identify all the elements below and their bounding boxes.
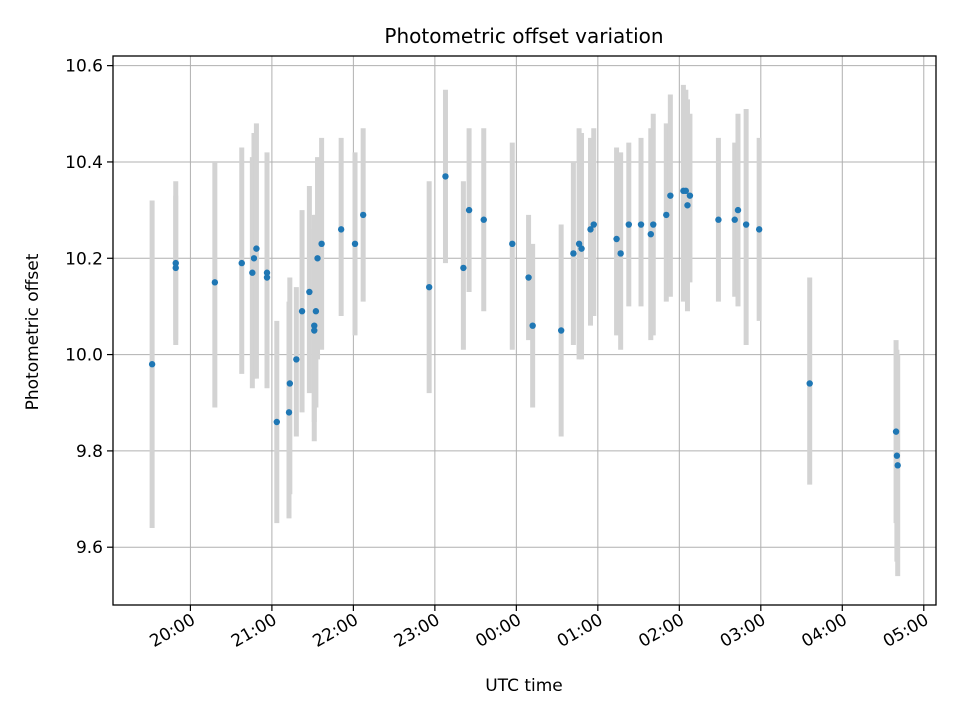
y-axis-label: Photometric offset (23, 253, 43, 410)
data-point (892, 428, 900, 435)
data-point (286, 380, 294, 387)
x-tick-label: 20:00 (146, 610, 198, 652)
data-point (273, 418, 280, 426)
data-point (894, 462, 901, 469)
errorbars (149, 84, 901, 577)
data-point (293, 356, 300, 363)
data-point (625, 221, 633, 228)
data-points (148, 173, 901, 469)
data-point (442, 173, 449, 180)
data-point (806, 380, 813, 387)
x-tick-label: 04:00 (798, 610, 850, 652)
data-point (249, 269, 256, 276)
data-point (311, 322, 318, 329)
x-tick-label: 00:00 (472, 610, 524, 652)
data-point (637, 221, 645, 228)
data-point (337, 226, 345, 233)
data-point (480, 216, 487, 223)
data-point (359, 211, 367, 219)
y-tick-label: 10.6 (65, 57, 103, 77)
data-point (318, 240, 325, 248)
data-point (314, 255, 321, 262)
data-point (570, 250, 577, 257)
data-point (172, 259, 179, 267)
data-point (613, 235, 620, 243)
data-point (557, 327, 565, 334)
data-point (893, 452, 901, 459)
data-point (650, 221, 657, 228)
x-axis-ticks: 20:00 21:00 22:00 23:00 00:00 01:00 02:00 03:00… (146, 605, 932, 652)
x-axis-label: UTC time (485, 676, 563, 696)
data-point (425, 283, 433, 291)
data-point (686, 192, 694, 199)
data-point (742, 221, 750, 228)
data-point (298, 308, 306, 315)
x-tick-label: 05:00 (880, 610, 932, 652)
x-tick-label: 01:00 (554, 610, 606, 652)
data-point (529, 322, 536, 329)
data-point (460, 264, 467, 272)
data-point (509, 240, 516, 248)
x-tick-label: 02:00 (635, 610, 687, 652)
y-tick-label: 9.6 (76, 538, 103, 558)
data-point (525, 274, 532, 281)
chart-title: Photometric offset variation (384, 24, 663, 48)
data-point (575, 240, 583, 248)
y-axis-ticks: 9.6 9.8 10.0 10.2 10.4 10.6 (65, 57, 113, 558)
data-point (734, 206, 742, 214)
data-point (663, 211, 670, 219)
data-point (682, 187, 690, 195)
y-tick-label: 9.8 (76, 442, 103, 462)
plot-frame (112, 55, 937, 606)
x-tick-label: 22:00 (309, 610, 361, 652)
x-tick-label: 21:00 (228, 610, 280, 652)
data-point (731, 216, 738, 223)
data-point (617, 250, 624, 257)
data-point (312, 308, 320, 315)
y-tick-label: 10.4 (65, 153, 103, 173)
data-point (172, 264, 179, 272)
data-point (667, 192, 674, 199)
data-point (285, 409, 293, 416)
data-point (263, 274, 271, 281)
data-point (211, 279, 219, 286)
data-point (253, 245, 260, 252)
data-point (578, 245, 585, 252)
data-point (238, 259, 245, 267)
data-point (263, 269, 271, 276)
data-point (587, 226, 594, 233)
data-point (684, 202, 691, 209)
data-point (647, 230, 655, 238)
data-point (351, 240, 359, 248)
x-tick-label: 03:00 (717, 610, 769, 652)
data-point (755, 226, 763, 233)
data-point (715, 216, 722, 223)
data-point (148, 361, 156, 368)
y-tick-label: 10.2 (65, 249, 103, 269)
data-point (250, 255, 258, 262)
y-tick-label: 10.0 (65, 346, 103, 366)
data-point (311, 327, 318, 334)
grid-lines (113, 56, 936, 605)
data-point (465, 206, 473, 214)
x-tick-label: 23:00 (391, 610, 443, 652)
data-point (590, 221, 597, 228)
data-point (306, 288, 313, 296)
